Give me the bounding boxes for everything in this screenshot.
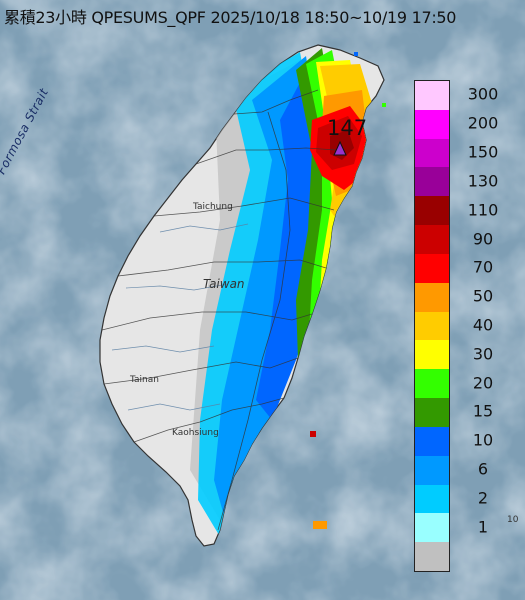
legend-label: 6	[477, 459, 489, 479]
legend-swatch	[415, 167, 449, 197]
legend-label: 10	[472, 430, 494, 450]
legend-label: 150	[467, 142, 499, 162]
max-rainfall-value: 147	[327, 116, 368, 140]
legend-label: 200	[467, 113, 499, 133]
legend-swatch	[415, 542, 449, 572]
legend-swatch	[415, 81, 449, 110]
legend-label: 40	[472, 315, 494, 335]
legend-swatch	[415, 513, 449, 543]
legend-swatch	[415, 253, 449, 283]
island-label: Taiwan	[203, 277, 245, 291]
legend-label: 1	[477, 517, 489, 537]
legend-label: 20	[472, 373, 494, 393]
legend-label: 15	[472, 401, 494, 421]
legend-label: 50	[472, 286, 494, 306]
legend-label: 30	[472, 344, 494, 364]
legend-swatch	[415, 196, 449, 226]
legend-label: 130	[467, 171, 499, 191]
legend-swatch	[415, 138, 449, 168]
offshore-rain-cell-c	[354, 52, 358, 56]
legend-label: 70	[472, 257, 494, 277]
legend-swatch	[415, 109, 449, 139]
city-label-taichung: Taichung	[193, 202, 233, 212]
max-triangle-marker-icon	[333, 140, 347, 156]
rainfall-overlay	[190, 48, 374, 540]
rainfall-legend	[414, 80, 450, 572]
legend-label: 110	[467, 200, 499, 220]
legend-swatch	[415, 398, 449, 427]
legend-swatch	[415, 484, 449, 514]
legend-swatch	[415, 311, 449, 341]
legend-label: 90	[472, 229, 494, 249]
legend-labels: 300 200 150 130 110 90 70 50 40 30 20 15 10 6 2 1	[453, 80, 513, 570]
legend-swatch	[415, 369, 449, 399]
city-label-kaohsiung: Kaohsiung	[172, 428, 219, 438]
legend-label: 2	[477, 488, 489, 508]
map-title: 累積23小時 QPESUMS_QPF 2025/10/18 18:50~10/1…	[4, 8, 457, 27]
legend-swatch	[415, 426, 449, 456]
corner-mark: 10	[507, 515, 519, 525]
offshore-rain-cell-a	[310, 431, 316, 437]
offshore-rain-cell-b	[313, 521, 327, 529]
city-label-tainan: Tainan	[130, 375, 159, 385]
offshore-rain-cell-d	[382, 103, 386, 107]
legend-label: 300	[467, 84, 499, 104]
rivers	[111, 223, 249, 411]
legend-swatch	[415, 225, 449, 254]
legend-swatch	[415, 340, 449, 370]
legend-swatch	[415, 282, 449, 312]
legend-swatch	[415, 455, 449, 485]
county-boundaries	[101, 89, 337, 531]
